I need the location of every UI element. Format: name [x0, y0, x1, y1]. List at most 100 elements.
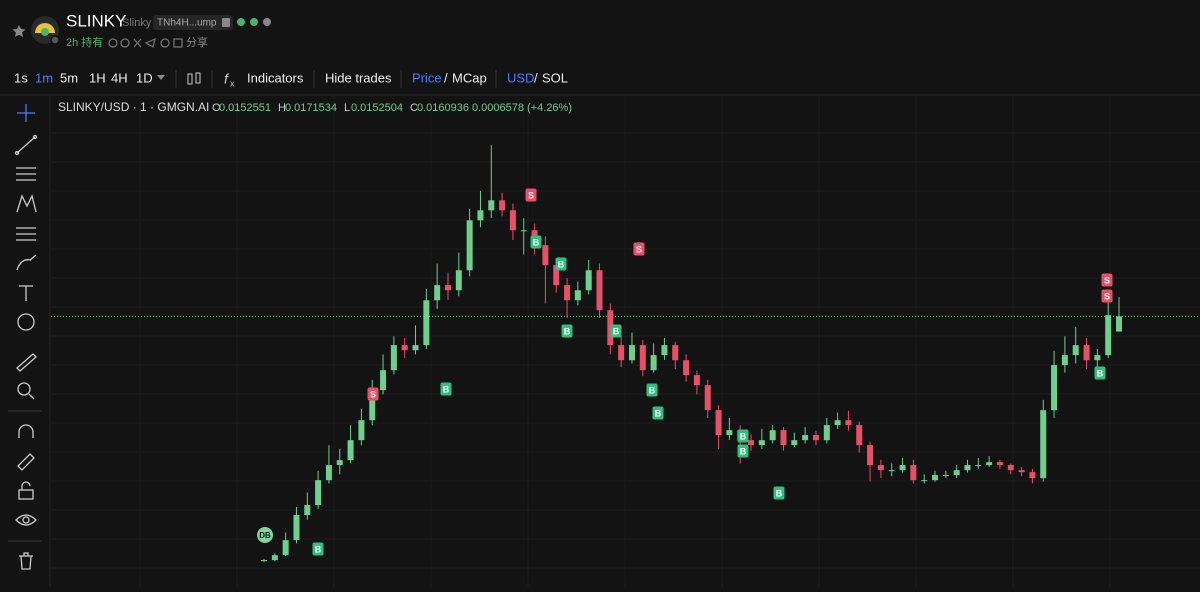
candle-body [542, 245, 549, 266]
candle-body [1083, 345, 1090, 361]
trade-marker: S [1104, 291, 1110, 301]
trade-marker: B [315, 544, 322, 554]
candle-body [607, 310, 614, 346]
candle-body [899, 465, 906, 471]
candle-body [975, 465, 982, 467]
trade-marker-bg [555, 257, 567, 271]
candle-body [282, 540, 289, 556]
trade-marker-bg [610, 324, 622, 338]
trade-marker-bg [1101, 273, 1113, 287]
candle-body [347, 440, 354, 461]
change: 0.0006578 (+4.26%) [472, 102, 572, 114]
ohlc-label: H [278, 102, 286, 114]
ohlc-value: 0.0152551 [219, 102, 271, 114]
candle-body [520, 230, 527, 232]
candle-body [726, 430, 733, 436]
svg-text:x: x [230, 78, 235, 88]
drawing-tools[interactable] [8, 104, 42, 570]
candle-body [1116, 316, 1122, 332]
candle-body [336, 460, 343, 466]
candle-body [986, 462, 993, 466]
symbol: SLINKY [66, 11, 126, 30]
candle-body [564, 285, 571, 301]
candle-body [953, 470, 960, 476]
trade-marker-bg [1094, 366, 1106, 380]
separator: / [534, 70, 538, 85]
candle-body [704, 385, 711, 411]
trade-marker: B [564, 326, 571, 336]
trade-marker-bg [440, 382, 452, 396]
share[interactable]: 分享 [186, 35, 208, 49]
candle-body [488, 200, 495, 211]
candle-body [823, 425, 830, 441]
trade-marker: B [740, 446, 747, 456]
interval[interactable]: 1H [89, 70, 106, 85]
candle-body [444, 285, 451, 291]
hold-time: 2h 持有 [66, 35, 103, 49]
candle-body [1007, 465, 1014, 471]
separator: / [444, 70, 448, 85]
address[interactable]: TNh4H...ump [157, 18, 217, 29]
usd-toggle[interactable]: USD [507, 70, 534, 85]
candle-body [683, 360, 690, 376]
trade-marker-bg [737, 444, 749, 458]
hide-trades[interactable]: Hide trades [325, 70, 392, 85]
ohlc-value: 0.0171534 [285, 102, 337, 114]
interval[interactable]: 1m [35, 70, 53, 85]
candle-body [380, 370, 387, 391]
trade-marker: B [443, 384, 450, 394]
candle-body [748, 440, 755, 446]
interval[interactable]: 1D [136, 70, 153, 85]
candle-body [1061, 355, 1068, 366]
candle-body [942, 475, 949, 477]
interval[interactable]: 5m [60, 70, 78, 85]
ohlc-label: O [212, 102, 221, 114]
mcap-toggle[interactable]: MCap [452, 70, 487, 85]
candle-body [715, 410, 722, 436]
interval[interactable]: 1s [14, 70, 28, 85]
candle-body [618, 345, 625, 361]
trade-marker: S [1104, 275, 1110, 285]
candle-body [271, 555, 278, 561]
trade-marker: B [613, 326, 620, 336]
candle-body [758, 440, 765, 446]
candle-body [1105, 315, 1112, 356]
candle-body [780, 430, 787, 446]
sol-toggle[interactable]: SOL [542, 70, 568, 85]
candle-body [358, 420, 365, 441]
candle-body [834, 420, 841, 426]
candle-body [791, 440, 798, 446]
candle-body [261, 560, 267, 562]
candle-body [877, 465, 884, 471]
candle-body [390, 345, 397, 371]
candle-body [867, 445, 874, 466]
candle-body [628, 345, 635, 361]
trade-marker: B [558, 259, 565, 269]
candle-body [910, 465, 917, 481]
candle-body [596, 270, 603, 311]
candle-body [369, 390, 376, 421]
candle-body [434, 285, 441, 301]
candle-body [769, 430, 776, 441]
candle-body [996, 462, 1003, 466]
trade-marker-bg [257, 527, 273, 543]
trade-marker-bg [737, 429, 749, 443]
trade-marker: B [776, 488, 783, 498]
trade-marker-bg [773, 486, 785, 500]
price-toggle[interactable]: Price [412, 70, 442, 85]
trade-marker-bg [561, 324, 573, 338]
candle-body [888, 470, 895, 472]
chart-grid [51, 96, 1200, 587]
trade-marker-bg [1101, 289, 1113, 303]
favorite[interactable] [12, 25, 26, 37]
indicators[interactable]: Indicators [247, 70, 304, 85]
candle-body [304, 505, 311, 516]
candle-body [477, 210, 484, 221]
candle-body [856, 425, 863, 446]
candle-body [650, 355, 657, 371]
candle-body [293, 515, 300, 541]
candle-body [845, 420, 852, 426]
interval[interactable]: 4H [111, 70, 128, 85]
